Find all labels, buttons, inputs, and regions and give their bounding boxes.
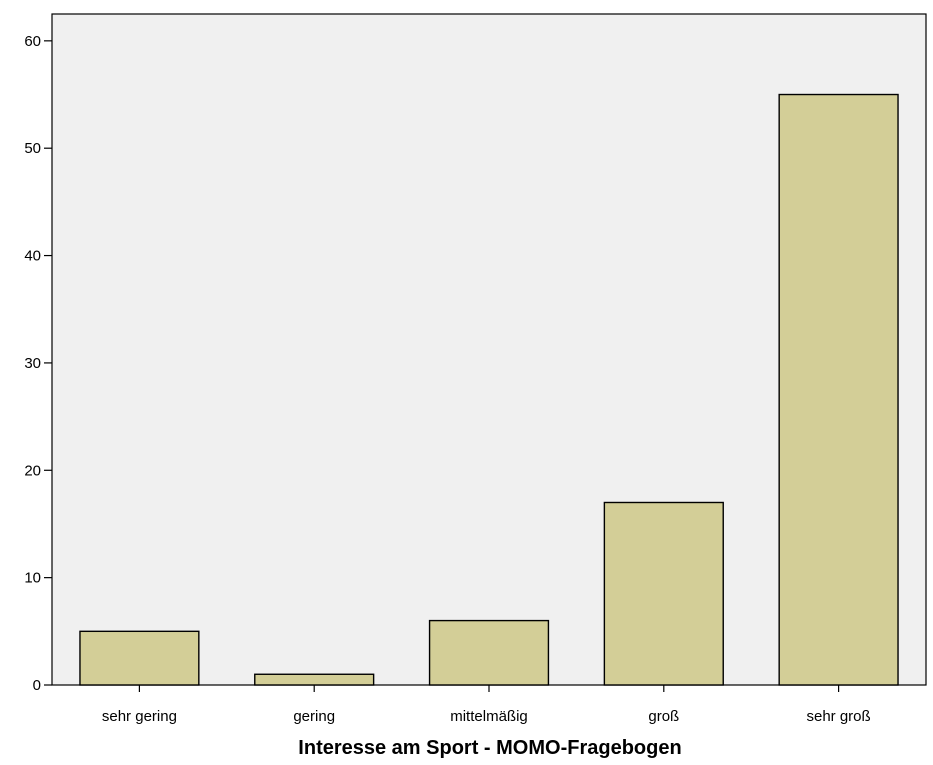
y-axis: 0 10 20 30 40 50 60: [24, 33, 52, 694]
x-axis-title: Interesse am Sport - MOMO-Fragebogen: [298, 737, 681, 759]
x-tick-label: sehr groß: [806, 708, 870, 725]
x-tick-label: gering: [293, 708, 335, 725]
y-tick-label: 10: [24, 570, 41, 587]
y-tick-label: 30: [24, 355, 41, 372]
x-axis: sehr gering gering mittelmäßig groß sehr gro…: [102, 685, 871, 725]
y-tick-label: 60: [24, 33, 41, 50]
bar-2: [254, 673, 375, 686]
y-tick-label: 20: [24, 462, 41, 479]
y-tick-label: 40: [24, 248, 41, 265]
x-tick-label: groß: [648, 708, 679, 725]
bar-3: [428, 619, 550, 686]
bars-group: [79, 93, 899, 686]
bar-4: [603, 501, 724, 686]
x-tick-label: mittelmäßig: [450, 708, 528, 725]
bar-1: [79, 630, 200, 686]
x-tick-label: sehr gering: [102, 708, 177, 725]
y-tick-label: 50: [24, 140, 41, 157]
y-tick-label: 0: [33, 677, 41, 694]
bar-5: [778, 93, 899, 686]
